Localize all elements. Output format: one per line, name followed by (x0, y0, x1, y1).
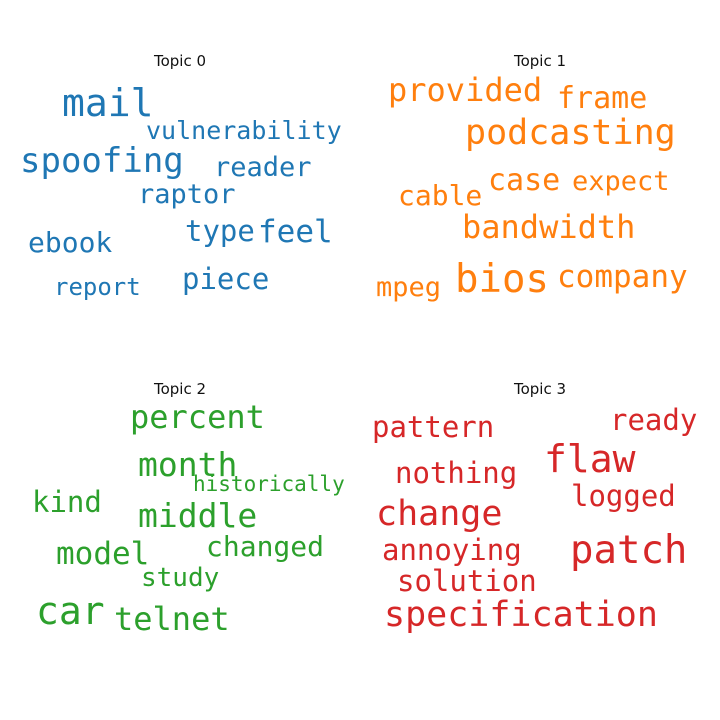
word-expect: expect (572, 166, 670, 197)
word-historically: historically (193, 472, 345, 496)
word-piece: piece (182, 262, 270, 296)
word-report: report (54, 273, 141, 301)
word-kind: kind (32, 485, 102, 519)
word-flaw: flaw (544, 437, 636, 481)
word-specification: specification (384, 595, 658, 635)
word-middle: middle (138, 496, 258, 535)
word-raptor: raptor (138, 179, 236, 210)
panel-title: Topic 2 (153, 380, 207, 398)
word-telnet: telnet (114, 600, 230, 638)
word-spoofing: spoofing (20, 141, 184, 181)
word-mail: mail (62, 81, 154, 125)
word-feel: feel (258, 214, 333, 250)
panel-title: Topic 3 (513, 380, 567, 398)
word-cable: cable (398, 179, 483, 212)
panel-title: Topic 1 (513, 52, 567, 70)
word-nothing: nothing (395, 456, 518, 490)
word-ready: ready (610, 403, 698, 437)
topic-panel-3: Topic 3 pattern ready flaw nothing logged cha… (360, 328, 720, 688)
word-type: type (185, 214, 255, 248)
topic-panel-2: Topic 2 percent month historically kind midd… (0, 328, 360, 688)
word-model: model (56, 536, 150, 572)
word-ebook: ebook (28, 226, 113, 259)
word-car: car (36, 589, 105, 633)
word-change: change (376, 494, 503, 534)
word-provided: provided (388, 71, 543, 109)
word-study: study (141, 563, 220, 593)
word-company: company (557, 259, 688, 295)
word-patch: patch (570, 528, 688, 573)
word-mpeg: mpeg (376, 272, 442, 303)
topic-panel-1: Topic 1 provided frame podcasting case expec… (360, 0, 720, 360)
word-reader: reader (214, 152, 312, 183)
word-solution: solution (397, 564, 537, 598)
word-bios: bios (455, 257, 549, 302)
word-pattern: pattern (372, 410, 495, 444)
word-frame: frame (557, 81, 648, 116)
word-percent: percent (130, 398, 265, 436)
word-bandwidth: bandwidth (462, 208, 636, 246)
word-logged: logged (571, 479, 676, 513)
word-vulnerability: vulnerability (146, 116, 342, 145)
word-annoying: annoying (382, 533, 522, 567)
word-podcasting: podcasting (465, 113, 676, 153)
panel-title: Topic 0 (153, 52, 207, 70)
word-changed: changed (206, 530, 325, 563)
word-case: case (488, 163, 561, 198)
word-month: month (138, 445, 238, 484)
topic-panel-0: Topic 0 mail vulnerability spoofing reader r… (0, 0, 360, 360)
